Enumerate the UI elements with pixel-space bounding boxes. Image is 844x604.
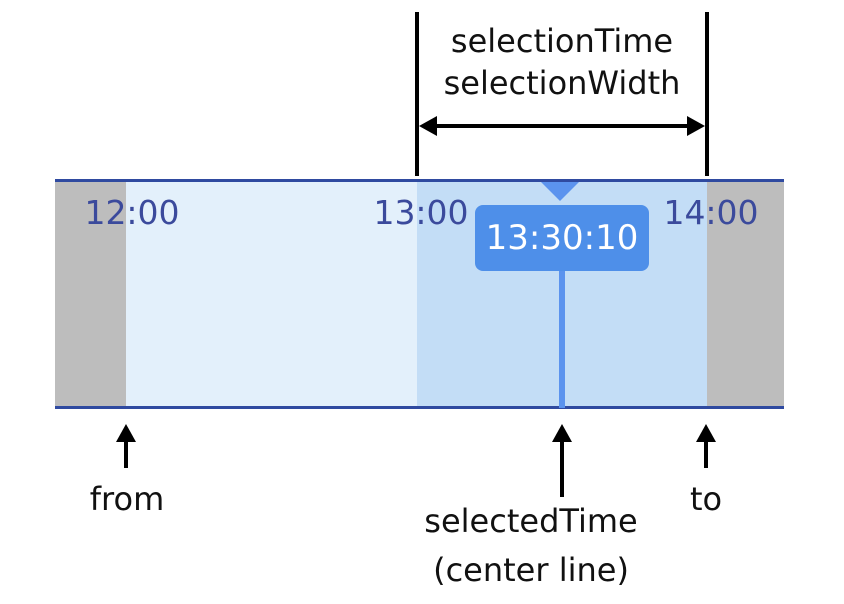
arrow-up-icon-to xyxy=(696,424,716,442)
center-marker-icon xyxy=(541,182,579,201)
selection-time-label: selectionTime xyxy=(450,22,674,60)
center-line-label: (center line) xyxy=(433,551,629,589)
arrow-up-icon-from xyxy=(116,424,136,442)
tick-label-1200: 12:00 xyxy=(84,193,180,232)
selection-width-label: selectionWidth xyxy=(443,64,681,102)
selected-pointer-line xyxy=(560,440,564,497)
selection-start-guide xyxy=(415,12,419,176)
selection-end-guide xyxy=(705,12,709,176)
center-line xyxy=(559,266,565,408)
from-label: from xyxy=(89,480,165,518)
arrow-left-icon xyxy=(419,116,437,136)
to-pointer-line xyxy=(704,440,708,468)
from-pointer-line xyxy=(124,440,128,468)
visible-range xyxy=(126,181,417,408)
timeline-bottom-border xyxy=(55,406,784,409)
to-label: to xyxy=(689,480,723,518)
arrow-right-icon xyxy=(687,116,705,136)
out-of-range-right xyxy=(707,181,784,408)
selection-width-line xyxy=(433,124,689,128)
selected-time-label: selectedTime xyxy=(424,502,638,540)
selected-time-badge: 13:30:10 xyxy=(475,205,649,271)
arrow-up-icon-selected xyxy=(552,424,572,442)
timeline-top-border xyxy=(55,179,784,182)
tick-label-1400: 14:00 xyxy=(663,193,759,232)
out-of-range-left xyxy=(55,181,126,408)
tick-label-1300: 13:00 xyxy=(373,193,469,232)
